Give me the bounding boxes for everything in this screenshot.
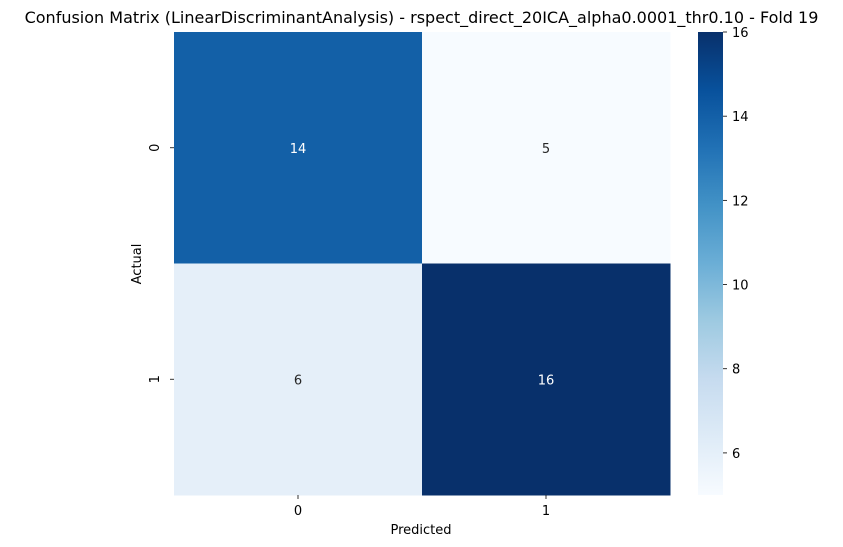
cell-value-r0-c1: 5 xyxy=(542,142,550,157)
colorbar-tick-label-1: 8 xyxy=(732,363,740,378)
y-axis-label: Actual xyxy=(130,244,145,285)
heatmap-cells xyxy=(174,32,671,496)
chart-title: Confusion Matrix (LinearDiscriminantAnal… xyxy=(25,8,819,28)
y-tick-label-0: 0 xyxy=(148,144,163,152)
x-axis-label: Predicted xyxy=(390,523,451,538)
y-axis-ticks: 01 xyxy=(148,144,174,383)
colorbar-tick-label-0: 6 xyxy=(732,447,740,462)
cell-value-r1-c1: 16 xyxy=(538,373,555,388)
cell-value-r1-c0: 6 xyxy=(294,373,302,388)
colorbar-tick-label-2: 10 xyxy=(732,279,749,294)
heatmap-cell-r0-c1 xyxy=(422,32,671,264)
colorbar xyxy=(698,32,723,495)
heatmap-cell-r0-c0 xyxy=(174,32,423,264)
y-tick-label-1: 1 xyxy=(148,375,163,383)
x-tick-label-1: 1 xyxy=(542,504,550,519)
colorbar-tick-label-4: 14 xyxy=(732,110,749,125)
colorbar-tick-label-5: 16 xyxy=(732,26,749,41)
heatmap-cell-r1-c1 xyxy=(422,263,671,496)
cell-annotations: 14 5 6 16 xyxy=(290,142,555,389)
colorbar-ticks: 6 8 10 12 14 16 xyxy=(723,26,749,462)
heatmap-cell-r1-c0 xyxy=(174,263,423,496)
cell-value-r0-c0: 14 xyxy=(290,142,307,157)
colorbar-tick-label-3: 12 xyxy=(732,194,749,209)
x-tick-label-0: 0 xyxy=(294,504,302,519)
